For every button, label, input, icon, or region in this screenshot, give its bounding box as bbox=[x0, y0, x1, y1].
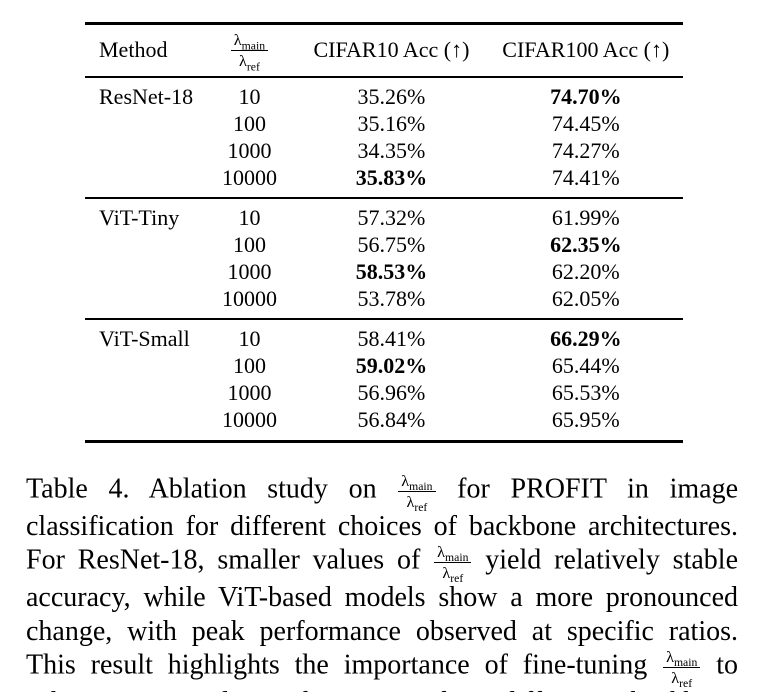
cifar10-acc-cell: 53.78% bbox=[357, 286, 426, 312]
lambda-main-numerator: λmain bbox=[663, 648, 701, 668]
method-cell bbox=[85, 137, 205, 164]
cifar100-acc-cell: 74.27% bbox=[551, 137, 620, 163]
cifar100-acc-cell: 65.53% bbox=[551, 380, 620, 406]
cifar10-acc-cell: 59.02% bbox=[355, 353, 428, 379]
results-table-wrap: Method λmain λref CIFAR10 Acc (↑) CIFAR10… bbox=[85, 22, 683, 443]
caption-lambda-fraction: λmain λref bbox=[434, 543, 472, 586]
cifar10-acc-cell: 56.75% bbox=[357, 231, 426, 257]
table-row: 1000 34.35% 74.27% bbox=[85, 137, 683, 164]
method-cell bbox=[85, 379, 205, 406]
cifar100-acc-cell: 74.41% bbox=[551, 164, 620, 190]
lambda-ratio-cell: 10 bbox=[238, 204, 261, 230]
lambda-ratio-cell: 10000 bbox=[221, 286, 277, 312]
lambda-ref-denominator: λref bbox=[406, 492, 428, 514]
cifar10-acc-cell: 56.84% bbox=[357, 407, 426, 433]
lambda-ref-denominator: λref bbox=[442, 564, 464, 586]
method-cell bbox=[85, 110, 205, 137]
cifar10-acc-cell: 35.26% bbox=[357, 83, 426, 109]
cifar100-acc-cell: 62.05% bbox=[551, 286, 620, 312]
table-row: 1000 58.53% 62.20% bbox=[85, 258, 683, 285]
lambda-ref-denominator: λref bbox=[238, 51, 260, 74]
table-row: 100 59.02% 65.44% bbox=[85, 352, 683, 379]
method-cell bbox=[85, 406, 205, 441]
caption-lambda-fraction: λmain λref bbox=[663, 648, 701, 690]
lambda-main-numerator: λmain bbox=[434, 543, 472, 564]
lambda-ratio-cell: 100 bbox=[232, 231, 266, 257]
lambda-ratio-cell: 10 bbox=[238, 83, 261, 109]
column-header-lambda-ratio: λmain λref bbox=[205, 24, 295, 77]
cifar100-acc-cell: 62.20% bbox=[551, 259, 620, 285]
lambda-ratio-cell: 1000 bbox=[227, 259, 272, 285]
cifar100-acc-cell: 65.44% bbox=[551, 353, 620, 379]
cifar100-acc-cell: 66.29% bbox=[550, 326, 622, 352]
lambda-ratio-cell: 1000 bbox=[227, 137, 272, 163]
lambda-ratio-cell: 10 bbox=[238, 326, 261, 352]
table-group-vit-tiny: ViT-Tiny 10 57.32% 61.99% 100 56.75% 62.35% 100… bbox=[85, 197, 683, 319]
cifar10-acc-cell: 35.83% bbox=[355, 164, 428, 190]
column-header-method: Method bbox=[99, 37, 168, 63]
caption-lambda-fraction: λmain λref bbox=[398, 472, 436, 514]
lambda-ref-denominator: λref bbox=[671, 668, 693, 690]
cifar10-acc-cell: 58.41% bbox=[357, 326, 426, 352]
method-cell bbox=[85, 258, 205, 285]
lambda-ratio-cell: 10000 bbox=[221, 407, 277, 433]
cifar100-acc-cell: 74.70% bbox=[550, 83, 622, 109]
method-cell bbox=[85, 231, 205, 258]
method-cell: ResNet-18 bbox=[99, 83, 194, 109]
lambda-ratio-cell: 100 bbox=[232, 353, 266, 379]
table-row: 10000 56.84% 65.95% bbox=[85, 406, 683, 441]
table-row: 10000 53.78% 62.05% bbox=[85, 285, 683, 319]
lambda-ratio-cell: 10000 bbox=[221, 164, 277, 190]
table-row: 100 35.16% 74.45% bbox=[85, 110, 683, 137]
table-group-resnet-18: ResNet-18 10 35.26% 74.70% 100 35.16% 74.45% 10… bbox=[85, 77, 683, 198]
lambda-ratio-cell: 100 bbox=[232, 110, 266, 136]
lambda-main-numerator: λmain bbox=[230, 31, 269, 52]
cifar10-acc-cell: 58.53% bbox=[355, 259, 428, 285]
table-caption: Table 4. Ablation study on λmain λref for… bbox=[26, 471, 739, 692]
column-header-cifar10-acc: CIFAR10 Acc (↑) bbox=[313, 37, 470, 63]
lambda-main-numerator: λmain bbox=[398, 472, 436, 492]
table-group-vit-small: ViT-Small 10 58.41% 66.29% 100 59.02% 65.44% 10… bbox=[85, 319, 683, 441]
table-row: 10000 35.83% 74.41% bbox=[85, 164, 683, 198]
cifar10-acc-cell: 34.35% bbox=[357, 137, 426, 163]
table-row: 100 56.75% 62.35% bbox=[85, 231, 683, 258]
cifar100-acc-cell: 61.99% bbox=[551, 204, 620, 230]
method-cell bbox=[85, 352, 205, 379]
table-header-row: Method λmain λref CIFAR10 Acc (↑) CIFAR10… bbox=[85, 24, 683, 77]
column-header-cifar100-acc: CIFAR100 Acc (↑) bbox=[502, 37, 670, 63]
method-cell: ViT-Small bbox=[99, 326, 190, 352]
results-table: Method λmain λref CIFAR10 Acc (↑) CIFAR10… bbox=[85, 22, 683, 443]
table-row: ResNet-18 10 35.26% 74.70% bbox=[85, 77, 683, 110]
method-cell: ViT-Tiny bbox=[99, 204, 180, 230]
cifar100-acc-cell: 74.45% bbox=[551, 110, 620, 136]
table-row: ViT-Small 10 58.41% 66.29% bbox=[85, 319, 683, 352]
table-row: ViT-Tiny 10 57.32% 61.99% bbox=[85, 198, 683, 231]
cifar100-acc-cell: 65.95% bbox=[551, 407, 620, 433]
cifar10-acc-cell: 57.32% bbox=[357, 204, 426, 230]
header-lambda-ratio-fraction: λmain λref bbox=[230, 31, 269, 74]
cifar10-acc-cell: 56.96% bbox=[357, 380, 426, 406]
method-cell bbox=[85, 164, 205, 198]
cifar10-acc-cell: 35.16% bbox=[357, 110, 426, 136]
lambda-ratio-cell: 1000 bbox=[227, 380, 272, 406]
table-row: 1000 56.96% 65.53% bbox=[85, 379, 683, 406]
cifar100-acc-cell: 62.35% bbox=[550, 231, 622, 257]
method-cell bbox=[85, 285, 205, 319]
